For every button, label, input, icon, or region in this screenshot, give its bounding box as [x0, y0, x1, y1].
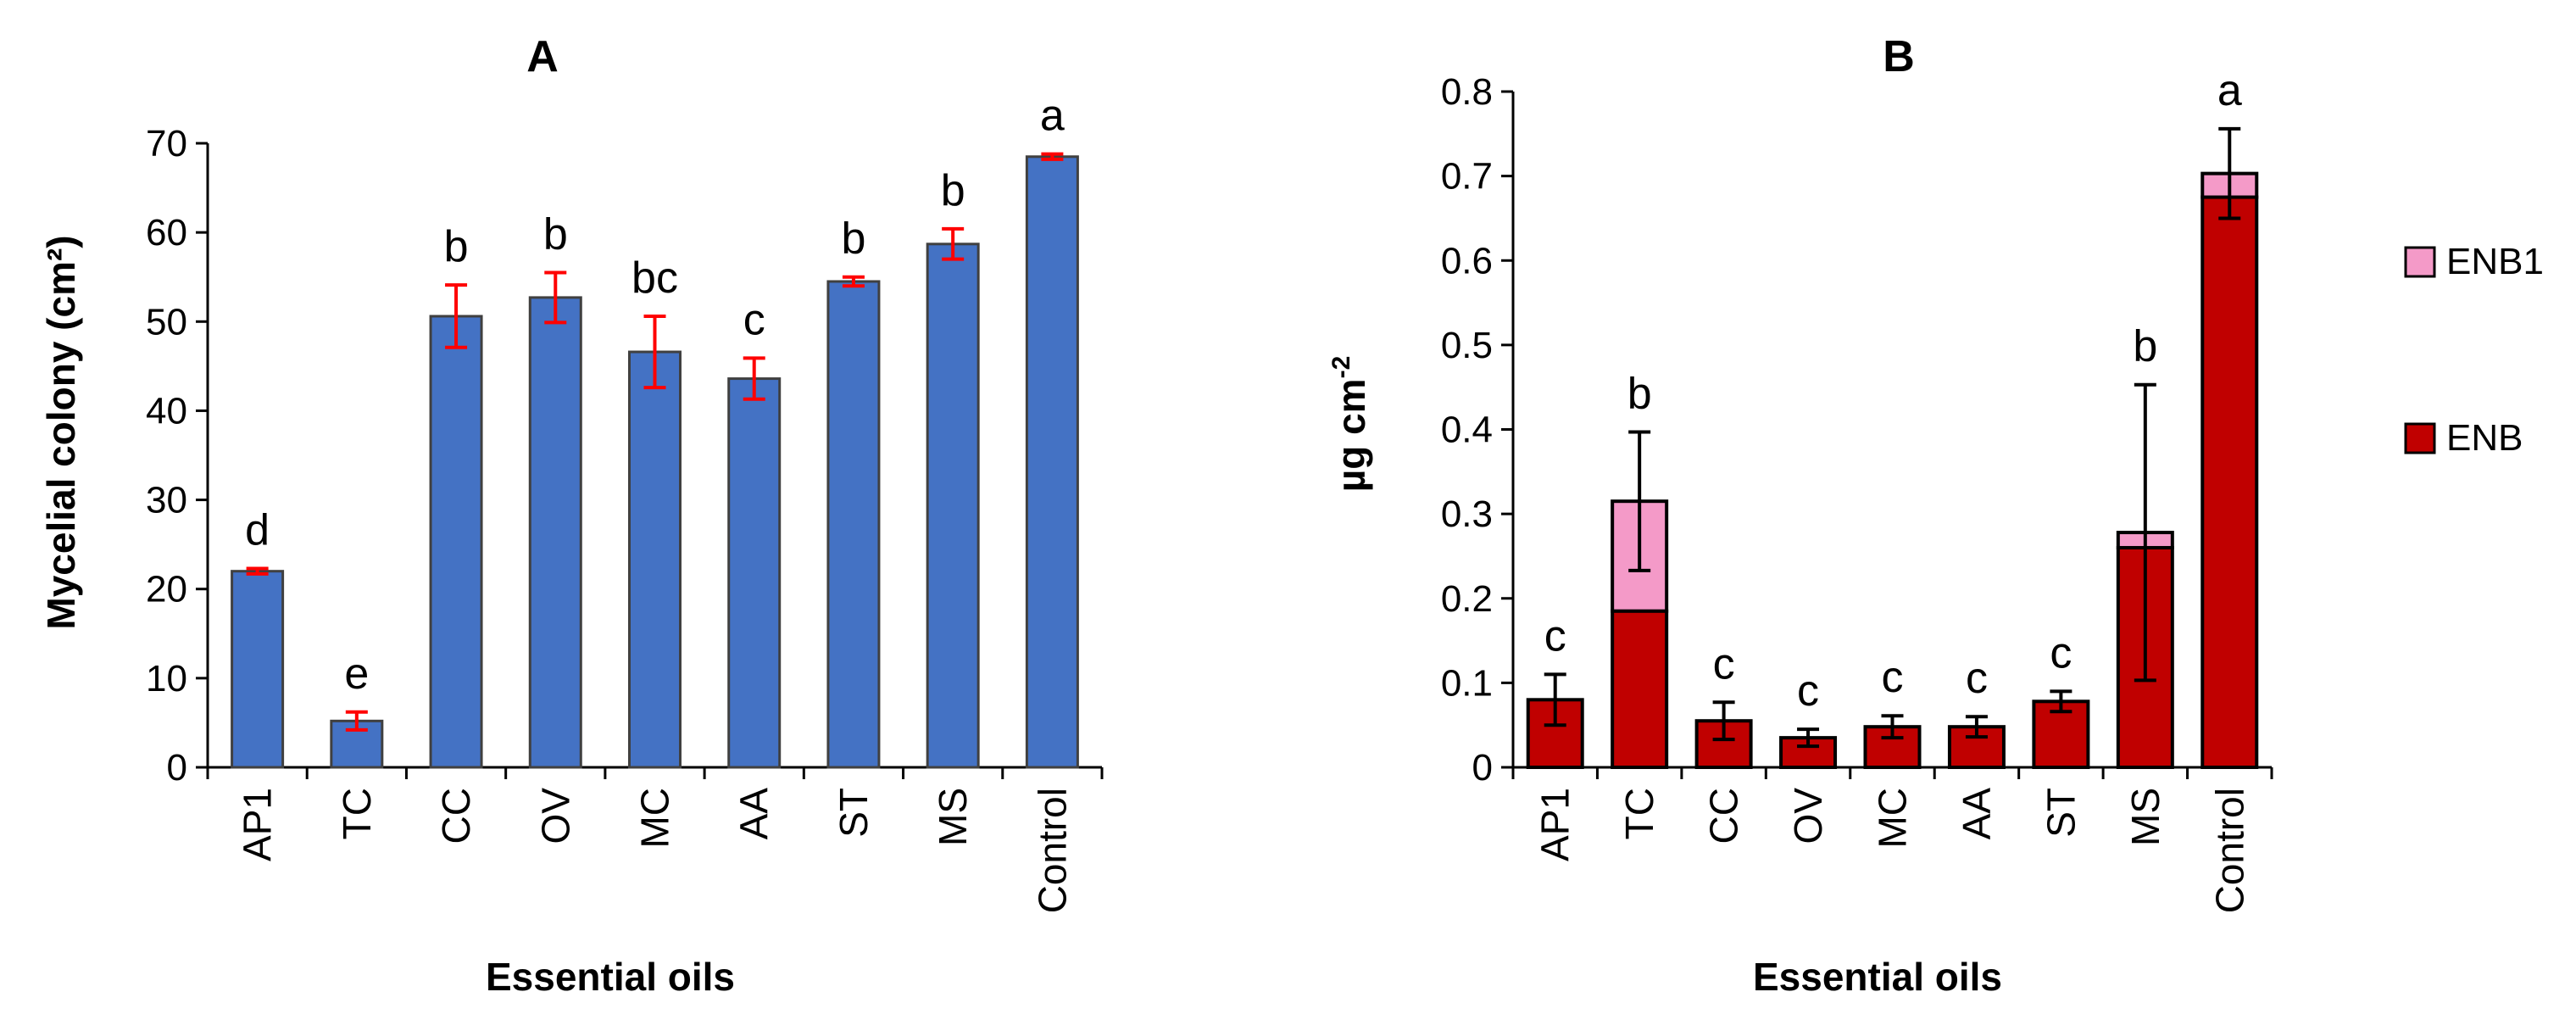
chart-a-bar [727, 377, 782, 769]
chart-a-x-axis-title: Essential oils [486, 955, 735, 999]
chart-b-significance-letter: c [1882, 653, 1904, 702]
chart-a-y-tick-label: 70 [146, 123, 187, 164]
chart-a-y-tick-label: 0 [167, 747, 187, 789]
chart-a-x-category-label: TC [335, 788, 379, 839]
chart-a-bar [231, 570, 285, 769]
chart-a-bar [1025, 155, 1079, 769]
chart-a-y-tick-label: 60 [146, 212, 187, 254]
chart-a-y-tick-label: 30 [146, 480, 187, 521]
chart-b-x-category-label: AP1 [1533, 788, 1577, 861]
chart-a-significance-letter: b [941, 166, 965, 215]
chart-b-x-category-label: Control [2207, 788, 2251, 913]
chart-b-x-category-label: TC [1617, 788, 1661, 839]
chart-a-significance-letter: bc [631, 254, 678, 303]
chart-a-x-category-label: ST [832, 788, 876, 838]
chart-a-significance-letter: b [841, 215, 865, 264]
chart-b-x-category-label: ST [2039, 788, 2083, 838]
chart-b-significance-letter: a [2217, 66, 2242, 115]
chart-a-x-category-label: Control [1030, 788, 1074, 913]
chart-b-y-tick-label: 0.7 [1441, 156, 1493, 198]
chart-a-x-category-label: OV [533, 788, 577, 844]
chart-a-title: A [526, 32, 559, 81]
chart-b-significance-letter: c [1713, 639, 1735, 688]
chart-a-x-category-label: AP1 [236, 788, 280, 861]
chart-b-x-category-label: CC [1702, 788, 1746, 844]
chart-b-y-tick-label: 0.1 [1441, 662, 1493, 704]
chart-b-bar-enb [2200, 195, 2259, 769]
chart-b-y-tick-label: 0.8 [1441, 71, 1493, 113]
chart-a-significance-letter: c [743, 295, 765, 344]
chart-b-y-tick-label: 0.4 [1441, 410, 1493, 451]
chart-b-significance-letter: c [2050, 628, 2072, 677]
chart-a-significance-letter: d [245, 506, 270, 555]
chart-b-x-category-label: MC [1871, 788, 1915, 849]
chart-b-bar-enb [1611, 609, 1669, 769]
chart-b-y-axis-title: µg cm-2 [1327, 356, 1373, 493]
chart-b-significance-letter: c [1797, 666, 1819, 716]
chart-a-bar [628, 350, 682, 769]
chart-a-x-category-label: CC [434, 788, 478, 844]
chart-a-x-category-label: AA [732, 788, 776, 840]
chart-a-y-tick-label: 50 [146, 301, 187, 343]
chart-a-significance-letter: b [543, 209, 568, 259]
chart-a-bar [826, 280, 881, 769]
chart-a-plot: 0 10 20 30 40 50 60 70 AP1 TC CC OV MC AA ST MS Control d… [146, 92, 1104, 913]
chart-b-y-tick-label: 0.5 [1441, 325, 1493, 366]
chart-a-significance-letter: a [1040, 92, 1065, 141]
chart-b-plot: 0 0.1 0.2 0.3 0.4 0.5 0.6 0.7 0.8 AP1 TC CC OV MC AA ST… [1441, 66, 2273, 913]
chart-b-x-category-label: AA [1955, 788, 1999, 840]
legend-label-enb1: ENB1 [2446, 241, 2544, 282]
chart-b-y-tick-label: 0.2 [1441, 578, 1493, 620]
chart-a-y-tick-label: 20 [146, 569, 187, 610]
legend-swatch-enb [2404, 422, 2436, 454]
chart-b-y-tick-label: 0.3 [1441, 493, 1493, 535]
chart-b-legend: ENB1 ENB [2404, 241, 2544, 459]
chart-a-x-category-label: MS [931, 788, 975, 846]
chart-a-y-axis-title: Mycelial colony (cm²) [39, 235, 83, 629]
chart-a-y-tick-label: 10 [146, 658, 187, 699]
chart-b-x-axis-title: Essential oils [1753, 955, 2002, 999]
chart-b-y-axis-title-main: µg cm [1329, 378, 1373, 492]
legend-label-enb: ENB [2446, 417, 2523, 459]
chart-b-y-tick-label: 0.6 [1441, 240, 1493, 281]
chart-b-significance-letter: b [2133, 322, 2157, 371]
chart-b-significance-letter: b [1627, 369, 1652, 418]
chart-b-y-axis-title-superscript: -2 [1327, 356, 1355, 379]
chart-b-title: B [1883, 32, 1915, 81]
chart-a-significance-letter: b [444, 222, 469, 271]
chart-b-x-category-label: MS [2123, 788, 2167, 846]
chart-a-bar [528, 296, 582, 769]
chart-b-significance-letter: c [1544, 611, 1566, 660]
chart-a-bar [926, 242, 980, 769]
chart-a-bar [429, 315, 483, 769]
chart-a-x-category-label: MC [633, 788, 677, 849]
legend-swatch-enb1 [2404, 246, 2436, 278]
chart-a-significance-letter: e [344, 649, 369, 699]
chart-b-x-category-label: OV [1786, 788, 1830, 844]
chart-a-y-tick-label: 40 [146, 390, 187, 432]
chart-b-significance-letter: c [1966, 654, 1988, 703]
chart-b-y-tick-label: 0 [1472, 747, 1493, 789]
